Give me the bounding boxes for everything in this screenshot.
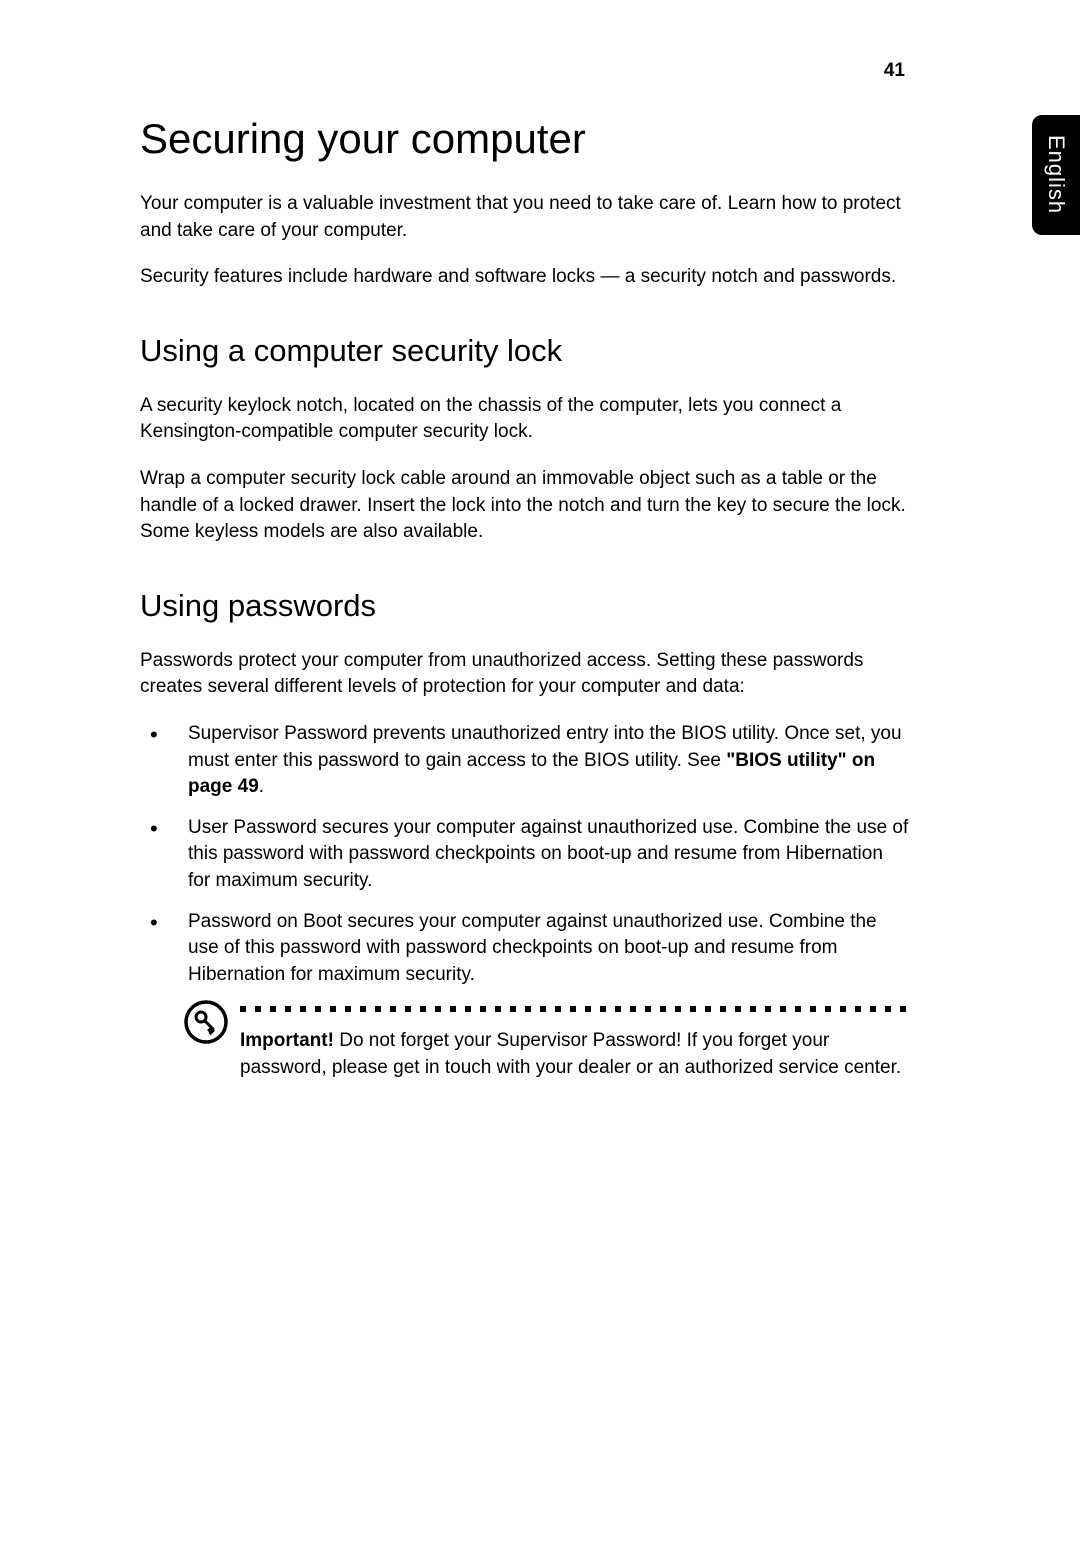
page-container: 41 English Securing your computer Your c… [0,0,1080,1549]
password-list: Supervisor Password prevents unauthorize… [140,721,910,988]
language-side-tab: English [1032,115,1080,235]
page-number: 41 [884,60,905,82]
document-content: Securing your computer Your computer is … [140,115,910,1081]
section1-paragraph-1: A security keylock notch, located on the… [140,393,910,446]
note-key-icon [184,1000,228,1044]
bullet-text: Password on Boot secures your computer a… [188,911,877,985]
important-note-box: Important! Do not forget your Supervisor… [140,1006,910,1081]
bullet-text-after: . [259,776,264,797]
note-text-body: Do not forget your Supervisor Password! … [240,1030,901,1078]
list-item: Password on Boot secures your computer a… [140,909,910,989]
side-tab-label: English [1043,135,1069,214]
intro-paragraph-1: Your computer is a valuable investment t… [140,191,910,244]
intro-paragraph-2: Security features include hardware and s… [140,264,910,291]
list-item: User Password secures your computer agai… [140,815,910,895]
note-text: Important! Do not forget your Supervisor… [240,1028,908,1081]
bullet-text: User Password secures your computer agai… [188,817,908,891]
page-title: Securing your computer [140,115,910,163]
section-heading-passwords: Using passwords [140,588,910,624]
dashed-separator [240,1006,908,1012]
section-heading-security-lock: Using a computer security lock [140,333,910,369]
list-item: Supervisor Password prevents unauthorize… [140,721,910,801]
section1-paragraph-2: Wrap a computer security lock cable arou… [140,466,910,546]
section2-intro: Passwords protect your computer from una… [140,648,910,701]
important-label: Important! [240,1030,334,1051]
